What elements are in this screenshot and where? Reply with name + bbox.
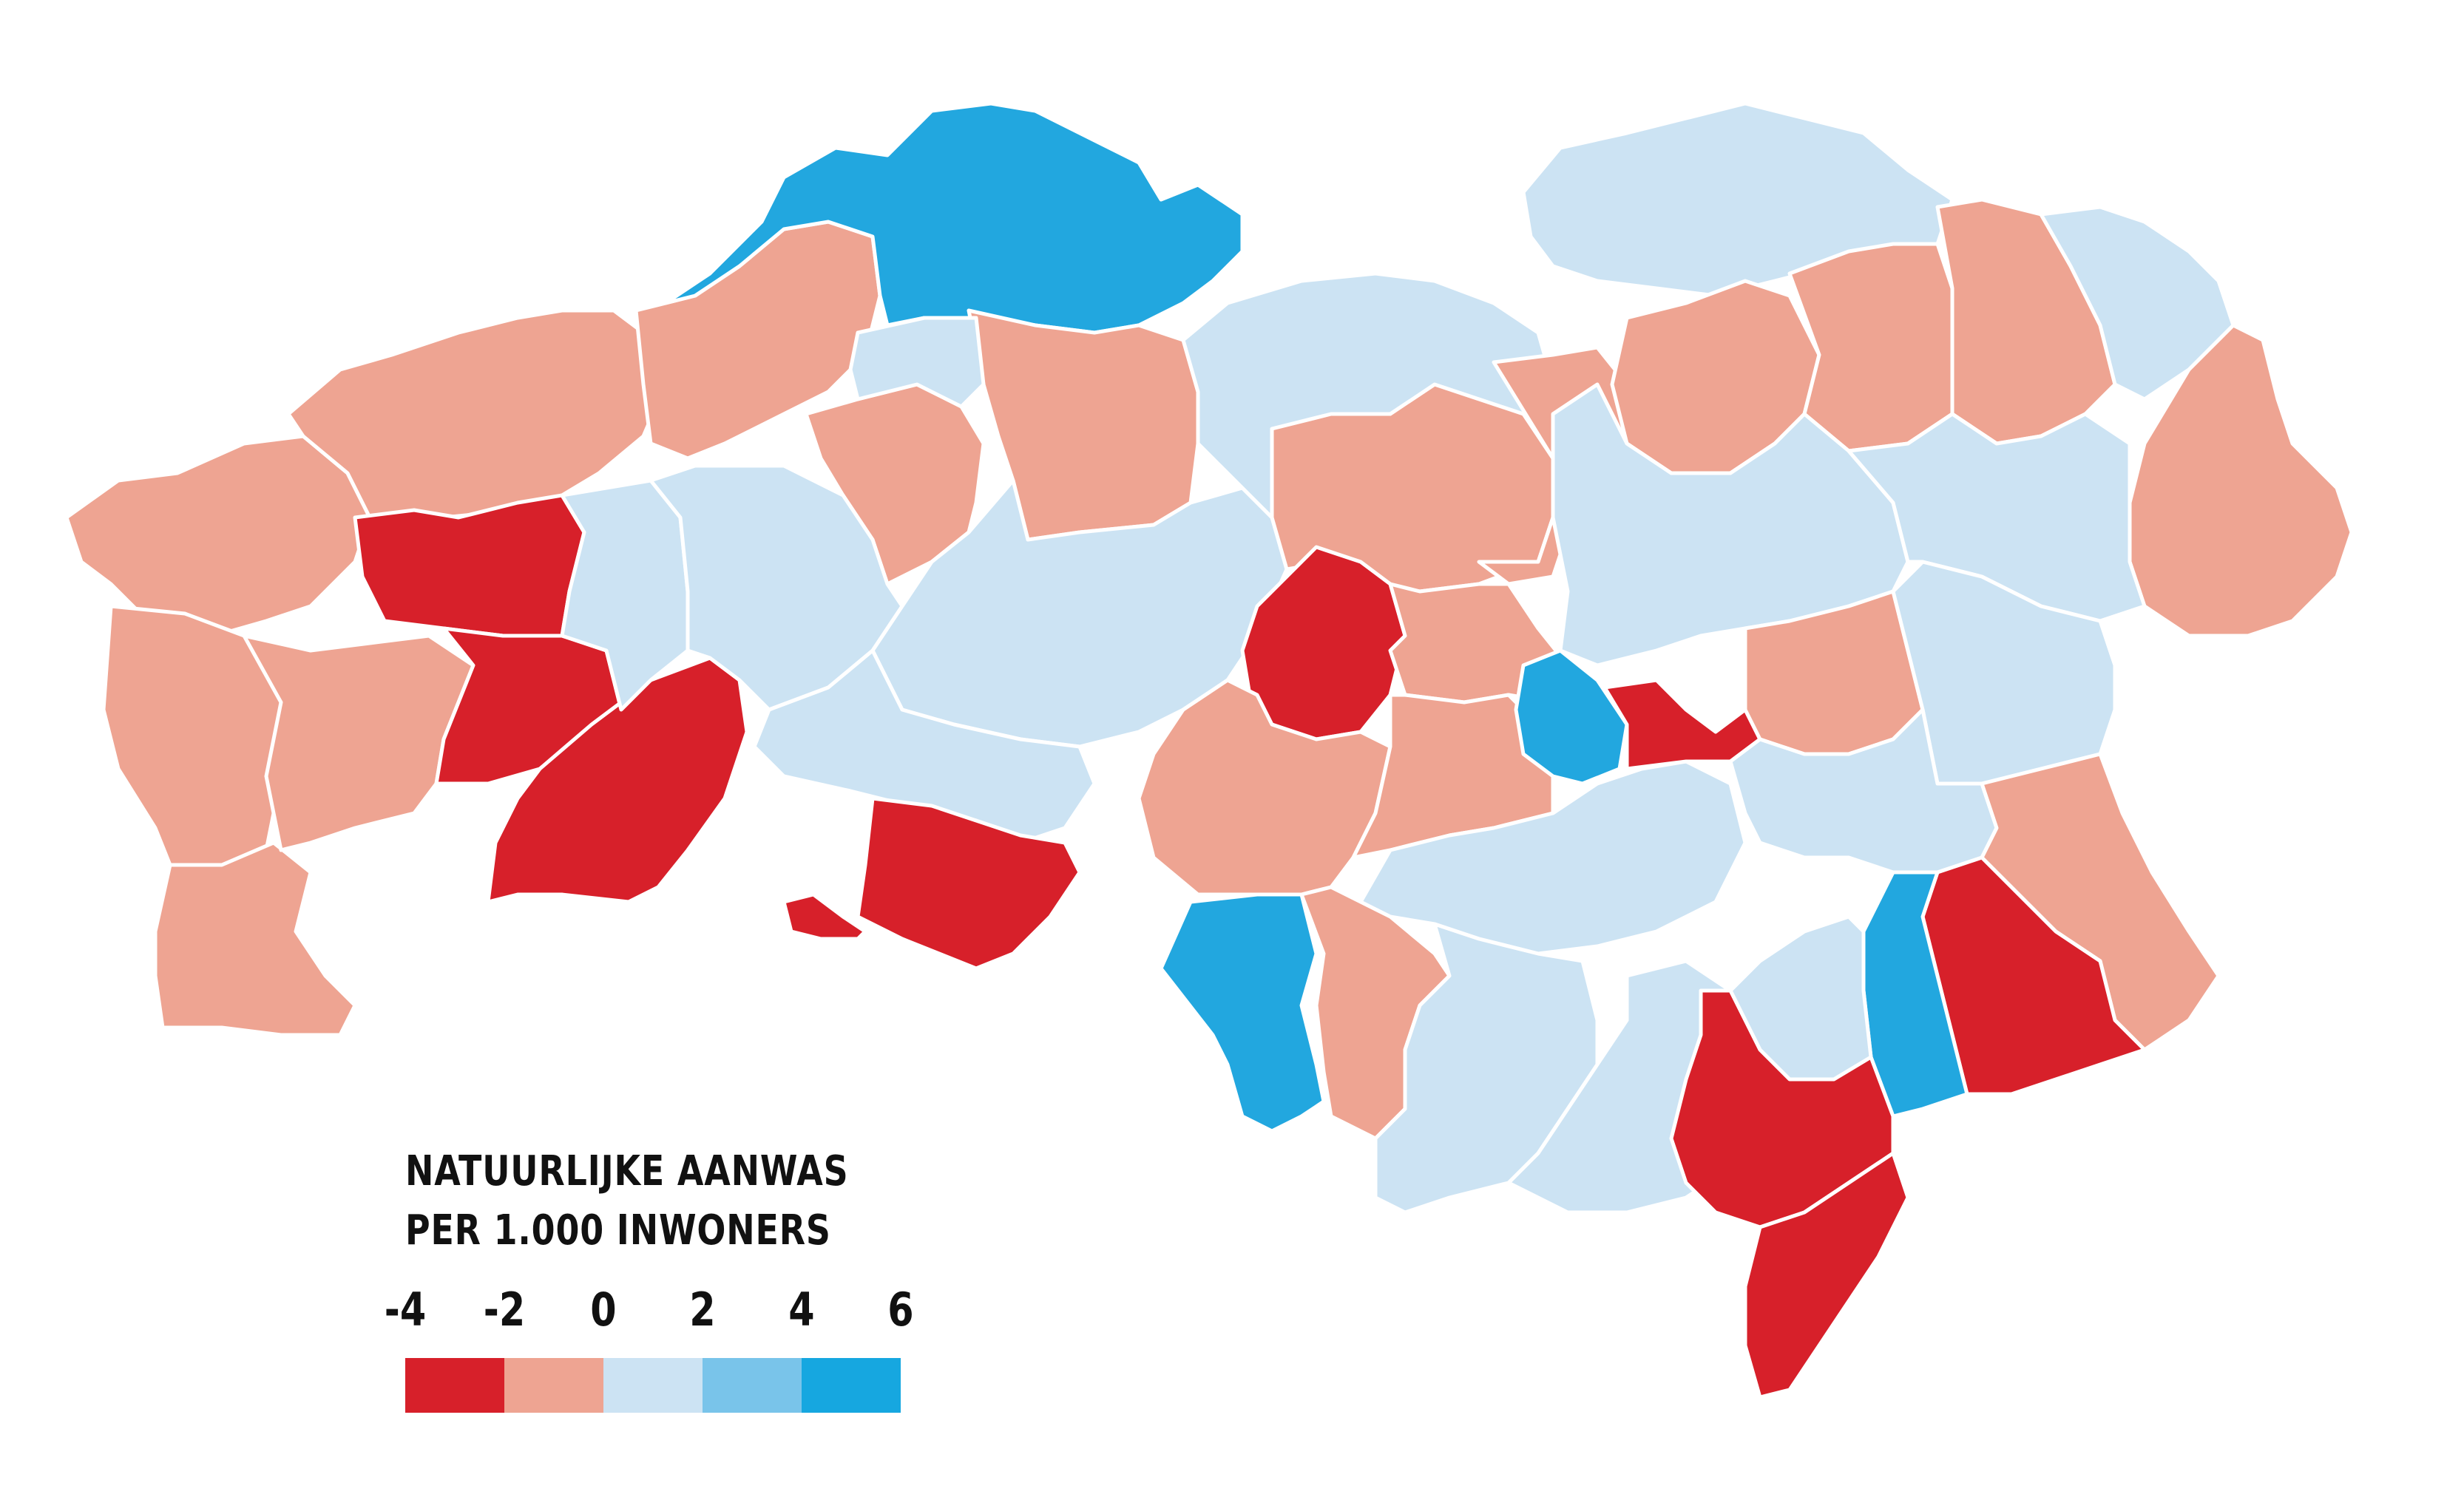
municipality-north-water — [663, 101, 1245, 335]
legend-swatch — [405, 1358, 504, 1413]
municipality-south-red-a — [856, 796, 1082, 971]
legend-swatches — [405, 1358, 997, 1413]
legend-tick-label: -2 — [483, 1283, 526, 1337]
legend-tick-label: 0 — [590, 1283, 617, 1337]
legend-tick-label: 2 — [689, 1283, 716, 1337]
legend-swatch — [504, 1358, 603, 1413]
municipality-southwest-blue — [1159, 892, 1326, 1133]
legend-swatch — [603, 1358, 703, 1413]
municipality-south-light-a — [1373, 922, 1600, 1215]
legend: NATUURLIJKE AANWAS PER 1.000 INWONERS -4… — [385, 1142, 997, 1413]
municipality-city-blue — [1514, 648, 1629, 786]
municipality-west-red-a — [353, 493, 586, 638]
legend-ticks: -4 -2 0 2 4 6 — [385, 1283, 997, 1349]
municipality-center-light-south — [1358, 759, 1747, 956]
municipality-west-south-b — [242, 634, 475, 852]
municipality-mid-light-south — [752, 648, 1097, 845]
legend-tick-label: 6 — [887, 1283, 914, 1337]
legend-tick-label: 4 — [788, 1283, 815, 1337]
legend-title-line2: PER 1.000 INWONERS — [405, 1206, 831, 1255]
legend-swatch — [802, 1358, 901, 1413]
municipality-se-red-c — [1743, 1151, 1910, 1399]
legend-title-line1: NATUURLIJKE AANWAS — [405, 1147, 849, 1195]
municipality-west-south-a — [153, 841, 357, 1037]
municipality-west-red-c — [486, 656, 749, 904]
municipality-west-coast-a — [64, 434, 372, 645]
municipality-east-light-d — [1847, 412, 2147, 623]
legend-tick-label: -4 — [384, 1283, 427, 1337]
municipality-mid-light-north — [848, 316, 986, 409]
legend-swatch — [703, 1358, 802, 1413]
municipality-south-red-b — [782, 892, 867, 941]
